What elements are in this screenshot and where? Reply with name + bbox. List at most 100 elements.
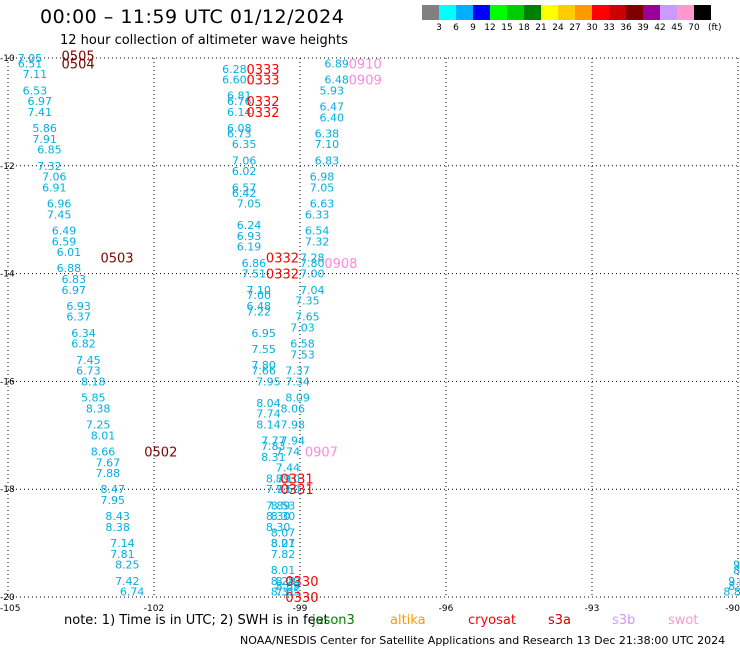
wave-height-value: 7.35 (295, 295, 320, 308)
pass-time-label: 0908 (324, 257, 357, 272)
wave-height-value: 7.11 (23, 68, 47, 81)
legend-swatch (456, 5, 473, 20)
wave-height-value: 6.42 (232, 187, 257, 200)
wave-height-value: 8.38 (105, 521, 130, 534)
wave-height-value: 7.00 (300, 268, 325, 281)
legend-swatch (422, 5, 439, 20)
wave-height-value: 6.57 (232, 181, 257, 194)
pass-time-label: 0332 (246, 95, 279, 110)
legend-swatch-label: 9 (470, 23, 476, 33)
legend-swatch (524, 5, 541, 20)
wave-height-value: 6.96 (47, 198, 72, 211)
wave-height-value: 6.97 (27, 95, 52, 108)
footer-note: note: 1) Time is in UTC; 2) SWH is in fe… (64, 613, 329, 628)
wave-height-value: 6.38 (315, 127, 340, 140)
legend-swatch (439, 5, 456, 20)
wave-height-value: 7.67 (96, 456, 121, 469)
wave-height-value: 7.81 (110, 548, 135, 561)
x-tick-label: -96 (439, 604, 454, 614)
wave-height-value: 6.73 (76, 365, 101, 378)
wave-height-value: 7.42 (115, 575, 140, 588)
pass-time-label: 0333 (246, 74, 279, 89)
legend-swatch (609, 5, 626, 20)
wave-height-value: 7.55 (251, 343, 275, 356)
pass-time-label: 0330 (285, 575, 318, 590)
wave-height-value: 6.54 (305, 224, 330, 237)
wave-height-value: 8.79 (266, 472, 291, 485)
wave-height-value: 6.63 (310, 198, 335, 211)
wave-height-value: 8.47 (100, 483, 125, 496)
wave-height-value: 8.31 (261, 451, 286, 464)
wave-height-value: 6.47 (319, 101, 344, 114)
legend-swatch (490, 5, 507, 20)
wave-height-value: 6.74 (120, 586, 145, 599)
legend-swatch-label: 6 (453, 23, 459, 33)
wave-height-value: 6.82 (71, 338, 96, 351)
wave-height-value: 9 (733, 559, 740, 572)
legend-swatch-label: 42 (654, 23, 666, 33)
pass-time-label: 0504 (62, 57, 95, 72)
wave-height-value: 6.37 (66, 311, 91, 324)
legend-swatch (643, 5, 660, 20)
legend-swatch-label: 39 (637, 23, 649, 33)
pass-time-label: 0505 (62, 49, 95, 64)
wave-height-value: 7.45 (76, 354, 101, 367)
wave-height-value: 6.73 (227, 127, 252, 140)
legend-swatch-label: 3 (436, 23, 442, 33)
pass-time-label: 0333 (246, 63, 279, 78)
pass-time-label: 0503 (100, 251, 133, 266)
wave-height-value: 7.10 (315, 138, 340, 151)
legend-swatch (660, 5, 677, 20)
legend-swatch-label: 21 (535, 23, 547, 33)
y-tick-label: -12 (0, 162, 15, 172)
wave-height-value: 7.45 (47, 208, 72, 221)
x-tick-label: -90 (725, 604, 740, 614)
y-tick-label: -10 (0, 54, 15, 64)
wave-height-value: 7.74 (276, 445, 301, 458)
wave-height-value: 6.93 (66, 300, 91, 313)
wave-height-value: 7.95 (100, 494, 125, 507)
wave-height-value: 7.65 (295, 311, 320, 324)
legend-swatch-label: 33 (603, 23, 615, 33)
wave-height-value: 6.88 (57, 262, 82, 275)
legend-swatch (541, 5, 558, 20)
pass-time-label: 0502 (144, 445, 177, 460)
wave-height-value: 7.10 (246, 284, 271, 297)
wave-height-value: 7.94 (281, 435, 306, 448)
wave-height-value: 6.83 (315, 154, 340, 167)
legend-swatch (694, 5, 711, 20)
legend-swatch-label: 18 (518, 23, 530, 33)
wave-height-value: 6.93 (237, 230, 262, 243)
legend-swatch-label: 12 (484, 23, 496, 33)
wave-height-value: 7.89 (266, 499, 291, 512)
wave-height-value: 6.40 (319, 111, 344, 124)
wave-height-value: 6.35 (232, 138, 257, 151)
wave-height-value: 8.04 (256, 397, 281, 410)
wave-height-value: 8.53 (271, 499, 296, 512)
wave-height-value: 6.86 (242, 257, 267, 270)
x-tick-label: -105 (0, 604, 20, 614)
y-tick-label: -16 (0, 377, 15, 387)
pass-time-label: 0332 (246, 106, 279, 121)
wave-height-value: 7.37 (285, 365, 310, 378)
wave-height-value: 8.09 (285, 392, 310, 405)
wave-height-value: 6.02 (232, 165, 257, 178)
wave-height-value: 6.53 (23, 84, 47, 97)
legend-swatch (575, 5, 592, 20)
wave-height-value: 7.28 (300, 251, 325, 264)
wave-height-value: 7.14 (110, 537, 135, 550)
wave-height-value: 8.25 (115, 559, 140, 572)
wave-height-value: 7.06 (42, 171, 67, 184)
wave-height-value: 7.51 (242, 268, 267, 281)
legend-swatch (558, 5, 575, 20)
wave-height-value: 7.53 (290, 348, 315, 361)
satellite-legend-swot: swot (668, 613, 699, 628)
wave-height-value: 7.00 (246, 289, 271, 302)
wave-height-value: 5.93 (319, 84, 344, 97)
wave-height-value: 6.59 (52, 235, 77, 248)
legend-swatch-label: 15 (501, 23, 513, 33)
wave-height-value: 6.19 (237, 241, 262, 254)
wave-height-value: 7.77 (261, 435, 286, 448)
wave-height-value: 6.49 (52, 224, 77, 237)
